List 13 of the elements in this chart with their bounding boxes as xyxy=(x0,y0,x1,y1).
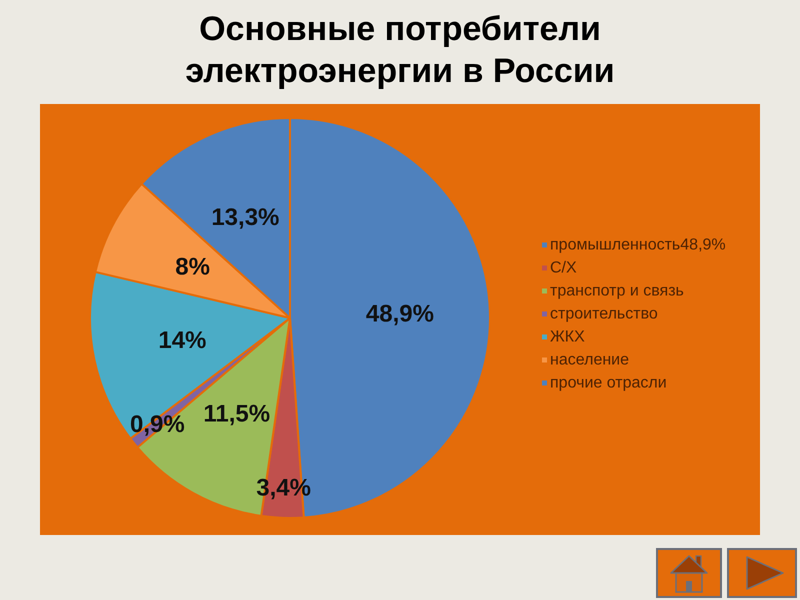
legend-label: С/Х xyxy=(550,260,577,276)
legend-label: промышленность48,9% xyxy=(550,236,726,254)
chart-title: Основные потребители электроэнергии в России xyxy=(184,9,616,92)
legend-label: население xyxy=(550,352,630,368)
legend-label: строительство xyxy=(550,306,658,322)
legend-label: прочие отрасли xyxy=(550,374,667,392)
data-label: 14% xyxy=(158,327,206,354)
data-label: 48,9% xyxy=(366,300,434,328)
data-label: 13,3% xyxy=(211,204,280,231)
legend-label: ЖКХ xyxy=(550,328,586,346)
legend-label: транспотр и связь xyxy=(550,282,684,300)
data-label: 11,5% xyxy=(203,400,270,428)
data-label: 8% xyxy=(175,253,210,280)
